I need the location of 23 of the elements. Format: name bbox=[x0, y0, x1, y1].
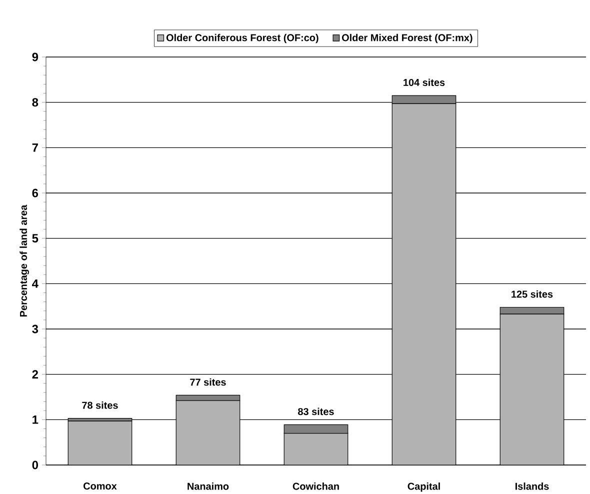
x-tick-label: Islands bbox=[516, 482, 549, 490]
y-axis-title: Percentage of land area bbox=[20, 204, 29, 317]
y-tick-label: 0 bbox=[32, 460, 38, 470]
y-tick-label: 1 bbox=[32, 416, 38, 424]
y-tick-label: 6 bbox=[32, 188, 38, 198]
annotation: 125 sites bbox=[512, 290, 553, 298]
y-tick-label: 7 bbox=[32, 144, 38, 152]
y-tick-label: 5 bbox=[32, 234, 38, 242]
annotation: 83 sites bbox=[298, 408, 334, 416]
y-tick-label: 3 bbox=[32, 324, 38, 334]
x-tick-label: Cowichan bbox=[292, 482, 339, 490]
y-tick-label: 8 bbox=[32, 98, 38, 107]
x-tick-label: Comox bbox=[84, 482, 117, 490]
annotation: 78 sites bbox=[82, 401, 118, 409]
legend-label: Older Mixed Forest (OF:mx) bbox=[342, 34, 472, 44]
y-tick-label: 9 bbox=[32, 52, 38, 62]
y-tick-label: 4 bbox=[32, 280, 38, 288]
legend-label: Older Coniferous Forest (OF:co) bbox=[166, 34, 318, 44]
y-tick-label: 2 bbox=[32, 370, 38, 379]
x-tick-label: Capital bbox=[408, 482, 440, 492]
annotation: 77 sites bbox=[190, 378, 226, 386]
x-tick-label: Nanaimo bbox=[188, 482, 229, 490]
annotation: 104 sites bbox=[404, 78, 445, 86]
